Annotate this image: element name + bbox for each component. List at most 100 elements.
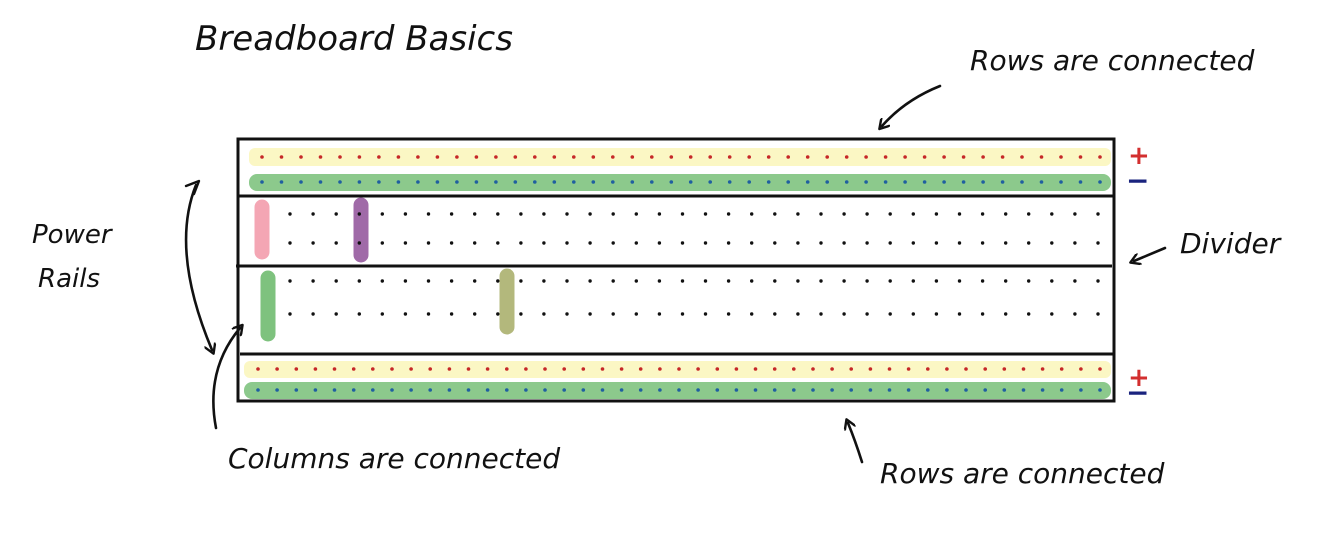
rail-hole	[619, 388, 624, 392]
rail-hole	[447, 388, 452, 392]
rail-hole	[926, 367, 930, 371]
rail-hole	[377, 155, 381, 159]
terminal-hole	[565, 312, 569, 316]
terminal-hole	[1004, 279, 1008, 283]
rail-hole	[1002, 367, 1007, 371]
rail-hole	[1079, 388, 1083, 392]
rail-hole	[1020, 180, 1024, 184]
rail-hole	[883, 155, 888, 159]
rail-hole	[428, 388, 433, 392]
rail-hole	[1020, 155, 1024, 159]
label-rows-connected-top: Rows are connected	[970, 44, 1255, 77]
rail-hole	[1021, 367, 1026, 371]
rail-hole	[766, 155, 771, 159]
arrow-power-rails-top-head	[184, 179, 201, 196]
terminal-hole	[611, 312, 615, 316]
rail-hole	[299, 155, 303, 159]
rail-hole	[747, 180, 751, 184]
rail-hole	[981, 155, 985, 159]
terminal-hole	[819, 212, 823, 216]
terminal-hole	[934, 212, 939, 216]
rail-hole	[981, 180, 985, 184]
rail-hole	[581, 388, 586, 392]
rail-hole	[581, 367, 586, 371]
terminal-hole	[357, 241, 361, 245]
rail-hole	[811, 388, 815, 392]
terminal-hole	[750, 279, 754, 283]
rail-hole	[708, 180, 712, 184]
rail-hole	[830, 388, 834, 392]
rail-hole	[591, 155, 596, 159]
rail-hole	[772, 367, 777, 371]
terminal-hole	[288, 241, 292, 245]
terminal-hole	[496, 279, 500, 283]
terminal-hole	[703, 279, 708, 283]
rail-hole	[753, 388, 758, 392]
terminal-hole	[657, 279, 662, 283]
rail-hole	[658, 388, 662, 392]
diagram-title: Breadboard Basics	[195, 19, 513, 59]
rail-hole	[1021, 388, 1026, 392]
terminal-hole	[1096, 312, 1100, 316]
rail-hole	[466, 388, 471, 392]
rail-hole	[294, 367, 299, 371]
rail-hole	[903, 155, 907, 159]
rail-hole	[600, 367, 605, 371]
rail-hole	[747, 155, 751, 159]
terminal-hole	[311, 312, 315, 316]
rail-hole	[256, 388, 260, 392]
terminal-hole	[865, 212, 869, 216]
rail-hole	[513, 180, 518, 184]
rail-hole	[805, 155, 810, 159]
terminal-hole	[911, 241, 915, 245]
rail-hole	[611, 155, 615, 159]
terminal-hole	[726, 279, 731, 283]
terminal-hole	[1073, 241, 1077, 245]
rail-hole	[1098, 388, 1102, 392]
rail-hole	[619, 367, 624, 371]
rail-hole	[811, 367, 815, 371]
rail-hole	[318, 155, 323, 159]
terminal-hole	[842, 241, 846, 245]
rail-hole	[677, 388, 681, 392]
rail-hole	[1059, 388, 1064, 392]
rail-hole	[630, 180, 635, 184]
rail-hole	[983, 388, 987, 392]
terminal-hole	[726, 212, 731, 216]
terminal-hole	[1073, 212, 1077, 216]
terminal-hole	[750, 241, 754, 245]
terminal-hole	[888, 212, 892, 216]
rail-hole	[591, 180, 596, 184]
terminal-hole	[357, 212, 361, 216]
terminal-hole	[634, 212, 638, 216]
rail-hole	[505, 367, 509, 371]
rail-hole	[543, 367, 547, 371]
top-rail-plus-holes	[260, 155, 1102, 159]
terminal-hole	[680, 312, 685, 316]
terminal-hole	[588, 279, 592, 283]
rail-hole	[696, 367, 700, 371]
rail-hole	[318, 180, 323, 184]
terminal-hole	[726, 312, 731, 316]
arrow-columns	[212, 328, 240, 430]
terminal-hole	[796, 212, 800, 216]
terminal-hole	[680, 241, 685, 245]
rail-hole	[638, 367, 643, 371]
rail-hole	[338, 155, 342, 159]
rail-hole	[849, 367, 853, 371]
rail-hole	[1059, 367, 1064, 371]
rail-hole	[313, 388, 318, 392]
rail-hole	[926, 388, 930, 392]
rail-hole	[830, 367, 834, 371]
rail-hole	[864, 180, 868, 184]
terminal-hole	[473, 241, 477, 245]
terminal-strip-lower-row-1	[288, 279, 1100, 283]
terminal-hole	[773, 241, 777, 245]
rail-hole	[416, 155, 420, 159]
rail-hole	[256, 367, 260, 371]
terminal-hole	[542, 279, 546, 283]
top-rail-minus-holes	[260, 180, 1102, 184]
arrow-power-rails	[184, 183, 212, 350]
terminal-hole	[334, 241, 338, 245]
